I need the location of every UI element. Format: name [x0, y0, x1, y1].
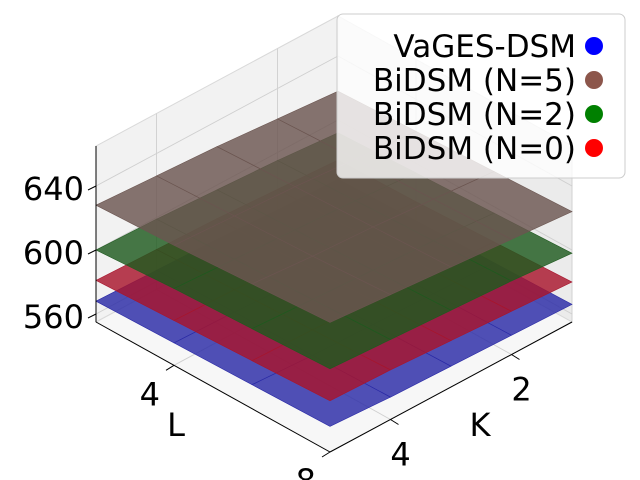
- legend-marker: [585, 139, 603, 157]
- legend-marker: [585, 71, 603, 89]
- legend-box: [336, 13, 626, 179]
- y-axis-label: L: [167, 406, 185, 444]
- legend-label: BiDSM (N=2): [373, 97, 576, 133]
- z-tick-label: 600: [23, 234, 84, 272]
- legend-marker: [585, 37, 603, 55]
- z-tick-mark: [87, 249, 97, 255]
- z-tick-label: 560: [23, 298, 84, 336]
- k-tick-mark: [511, 354, 520, 360]
- l-tick-mark: [321, 451, 331, 458]
- z-tick-mark: [87, 313, 97, 319]
- x-axis-label: K: [470, 406, 492, 444]
- l-axis-line: [95, 321, 331, 453]
- legend-marker: [585, 105, 603, 123]
- legend-label: BiDSM (N=5): [373, 63, 576, 99]
- legend-label: BiDSM (N=0): [373, 131, 576, 167]
- axis-ticks: 560 600 640 4 8 2 4: [23, 146, 573, 480]
- k-tick-label: 4: [390, 436, 410, 474]
- l-tick-label: 8: [296, 462, 316, 480]
- l-tick-label: 4: [140, 375, 160, 413]
- k-tick-label: 2: [511, 371, 531, 409]
- surface-patch: [432, 171, 573, 240]
- z-tick-label: 640: [23, 170, 84, 208]
- l-tick-mark: [165, 364, 175, 371]
- k-tick-mark: [390, 419, 399, 425]
- legend-label: VaGES-DSM: [393, 29, 576, 65]
- k-axis-line: [329, 321, 573, 453]
- z-tick-mark: [87, 185, 97, 191]
